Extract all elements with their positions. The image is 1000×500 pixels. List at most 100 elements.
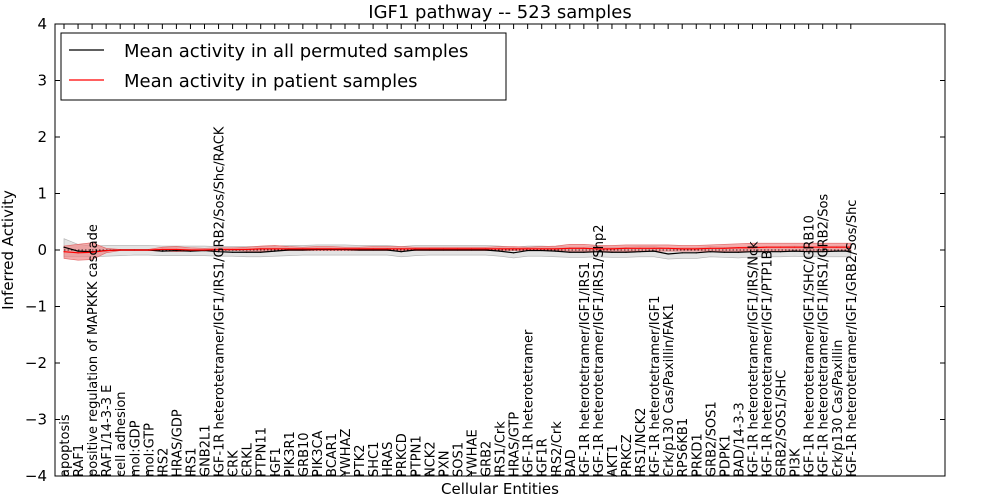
x-tick-label: CRKL: [241, 442, 256, 477]
data-point-permuted: [442, 249, 444, 251]
data-point-patient: [513, 248, 515, 250]
data-point-patient: [850, 246, 852, 248]
data-point-patient: [639, 247, 641, 249]
data-point-permuted: [358, 249, 360, 251]
y-tick-label: −2: [25, 354, 47, 372]
x-tick-label: IRS1/Crk: [494, 421, 509, 477]
x-tick-label: IGF-1R heterotetramer/IGF1/IRS1/Shp2: [592, 224, 607, 477]
x-tick-label: IGF1R: [536, 438, 551, 477]
data-point-patient: [288, 248, 290, 250]
data-point-patient: [667, 247, 669, 249]
data-point-patient: [330, 248, 332, 250]
data-point-permuted: [63, 246, 65, 248]
x-tick-label: SHC1: [367, 442, 382, 477]
y-tick-label: 4: [37, 15, 47, 33]
data-point-patient: [765, 246, 768, 248]
data-point-permuted: [527, 249, 529, 252]
data-point-permuted: [794, 250, 796, 252]
data-point-permuted: [428, 249, 430, 251]
data-point-patient: [63, 251, 65, 253]
data-point-permuted: [555, 250, 557, 252]
data-point-patient: [91, 251, 93, 253]
data-point-patient: [555, 248, 557, 250]
legend: Mean activity in all permuted samples Me…: [60, 32, 507, 101]
data-point-permuted: [667, 253, 669, 255]
y-tick-label: −3: [25, 411, 47, 429]
data-point-patient: [625, 247, 627, 249]
data-point-permuted: [751, 251, 754, 253]
x-tick-label: IGF-1R heterotetramer/IGF1/IRS/Nck: [746, 241, 761, 477]
data-point-permuted: [822, 251, 824, 253]
data-point-permuted: [541, 249, 543, 252]
data-point-patient: [372, 248, 374, 250]
data-point-permuted: [625, 251, 627, 253]
x-axis-ticks: apoptosis RAF1 positive regulation of MAPK…: [58, 24, 860, 478]
data-point-patient: [442, 248, 444, 250]
x-tick-label: NCK2: [423, 441, 438, 477]
data-point-patient: [414, 248, 416, 250]
data-point-patient: [569, 247, 571, 249]
data-point-patient: [737, 247, 740, 249]
x-tick-label: Crk/p130 Cas/Paxillin: [831, 340, 846, 477]
y-tick-label: 0: [37, 241, 47, 259]
data-point-permuted: [583, 251, 585, 253]
x-tick-label: IRS2: [156, 448, 171, 477]
data-point-patient: [611, 248, 613, 250]
data-point-permuted: [260, 251, 262, 253]
x-tick-label: PXN: [437, 451, 452, 477]
legend-label-patient: Mean activity in patient samples: [124, 71, 418, 92]
x-tick-label: YWHAE: [465, 429, 480, 478]
data-point-patient: [260, 248, 262, 250]
data-point-patient: [836, 246, 838, 248]
data-point-patient: [302, 248, 304, 250]
x-tick-label: IGF-1R heterotetramer/IGF1/IRS1/GRB2/Sos…: [213, 126, 228, 477]
x-tick-label: PTPN1: [409, 435, 424, 477]
x-tick-label: mol:GDP: [128, 420, 143, 477]
legend-box: [60, 32, 507, 101]
data-point-patient: [751, 247, 754, 249]
x-tick-label: apoptosis: [58, 414, 73, 477]
x-tick-label: IGF-1R heterotetramer/IGF1/SHC/GRB10: [803, 215, 818, 477]
data-point-permuted: [175, 249, 177, 252]
data-point-permuted: [836, 250, 838, 252]
data-point-patient: [709, 247, 711, 249]
y-tick-label: 1: [37, 185, 47, 203]
data-point-permuted: [737, 251, 740, 253]
x-tick-label: GNB2L1: [199, 424, 214, 477]
data-point-permuted: [189, 250, 192, 252]
data-point-patient: [808, 246, 810, 248]
x-tick-label: cell adhesion: [114, 391, 129, 477]
x-tick-label: BAD: [564, 449, 579, 477]
legend-label-permuted: Mean activity in all permuted samples: [124, 41, 468, 62]
data-point-patient: [217, 248, 220, 251]
x-tick-label: mol:GTP: [142, 423, 157, 477]
x-tick-label: IGF-1R heterotetramer/IGF1: [648, 296, 663, 477]
x-tick-label: IGF1: [269, 447, 284, 477]
x-tick-label: PI3K: [789, 448, 804, 477]
data-point-patient: [779, 246, 782, 248]
data-point-patient: [498, 248, 501, 250]
data-point-permuted: [569, 251, 571, 253]
data-point-patient: [232, 248, 234, 251]
data-point-permuted: [386, 249, 388, 251]
data-point-patient: [470, 248, 473, 250]
x-tick-label: BAD/14-3-3: [732, 402, 747, 477]
data-point-patient: [681, 248, 683, 250]
y-tick-label: −4: [25, 467, 47, 485]
x-tick-label: CRK: [227, 450, 242, 477]
data-point-patient: [203, 249, 206, 251]
x-tick-label: PTPN11: [255, 427, 270, 477]
x-tick-label: IGF-1R heterotetramer/IGF1/IRS1: [578, 262, 593, 477]
x-tick-label: RPS6KB1: [676, 418, 691, 477]
x-tick-label: HRAS/GDP: [170, 409, 185, 477]
data-point-patient: [161, 248, 163, 251]
data-point-permuted: [274, 250, 276, 252]
y-axis-label: Inferred Activity: [0, 190, 17, 310]
data-point-patient: [358, 248, 360, 250]
data-point-permuted: [709, 251, 711, 253]
data-point-permuted: [779, 251, 782, 253]
data-point-patient: [653, 247, 655, 249]
x-tick-label: IRS1/NCK2: [634, 408, 649, 477]
x-tick-label: AKT1: [606, 444, 621, 477]
